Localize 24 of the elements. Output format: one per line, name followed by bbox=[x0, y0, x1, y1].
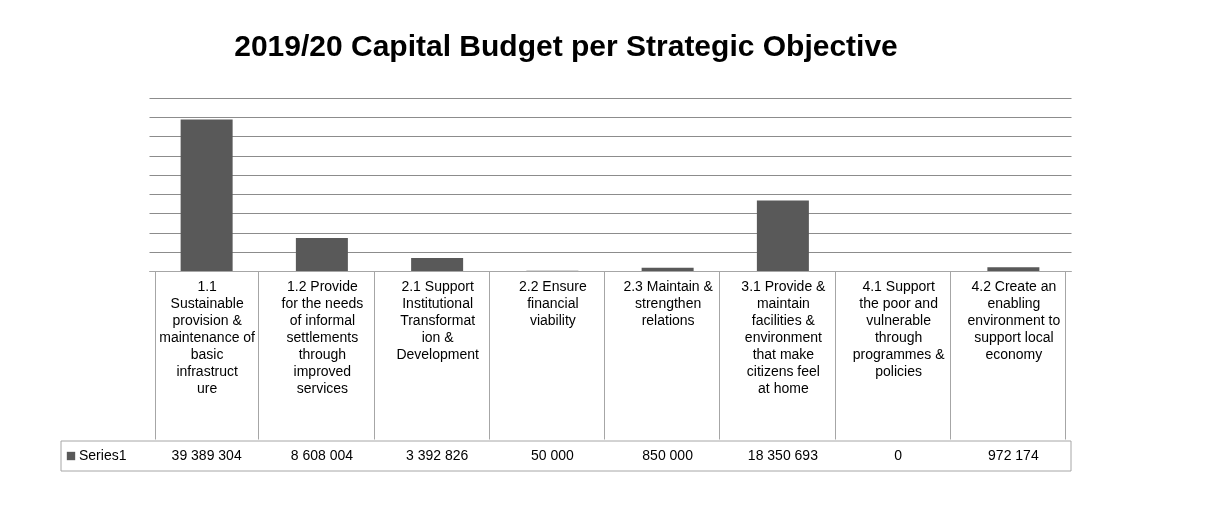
data-label: 0 bbox=[894, 447, 903, 463]
chart-title: 2019/20 Capital Budget per Strategic Objective bbox=[234, 29, 898, 62]
data-label: 3 392 826 bbox=[405, 447, 469, 463]
x-tick-label: 2.2 Ensure financial viability bbox=[519, 277, 587, 328]
legend-label: Series1 bbox=[79, 447, 127, 463]
x-tick-label: 1.2 Provide for the needs of informal settlements through improved services bbox=[281, 277, 364, 396]
x-tick-label: 4.1 Support the poor and vulnerable through programmes & policies bbox=[852, 277, 946, 379]
bar bbox=[411, 257, 464, 271]
bar bbox=[295, 237, 348, 271]
data-label: 50 000 bbox=[530, 447, 574, 463]
data-label: 39 389 304 bbox=[171, 447, 242, 463]
data-label: 8 608 004 bbox=[290, 447, 354, 463]
x-tick-label: 4.2 Create an enabling environment to support local economy bbox=[967, 277, 1061, 362]
bar bbox=[641, 267, 694, 271]
x-tick-label: 1.1 Sustainable provision & maintenance of basic infrastructure bbox=[159, 277, 256, 396]
x-tick-label: 2.1 Support Institutional Transformation & Development bbox=[396, 277, 479, 362]
x-tick-label: 3.1 Provide & maintain facilities & environment that make citizens feel at home bbox=[741, 277, 827, 396]
x-tick-label: 2.3 Maintain & strengthen relations bbox=[623, 277, 714, 328]
bar bbox=[756, 200, 809, 271]
bar bbox=[180, 119, 233, 271]
data-label: 850 000 bbox=[642, 447, 694, 463]
data-label: 18 350 693 bbox=[747, 447, 819, 463]
bar bbox=[987, 267, 1040, 271]
data-label: 972 174 bbox=[988, 447, 1039, 463]
